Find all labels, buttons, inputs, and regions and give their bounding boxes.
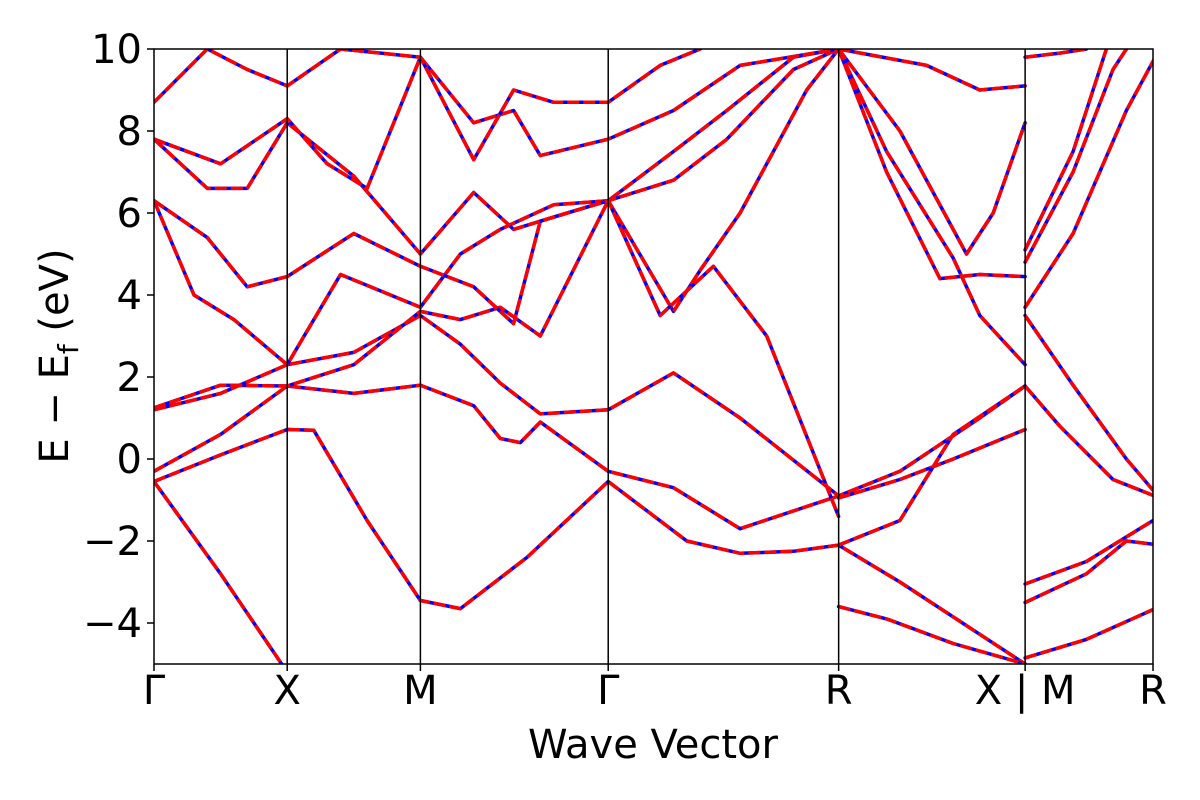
y-tick-label: 4	[117, 273, 142, 319]
band-7-reference-line	[154, 198, 841, 519]
x-axis-label: Wave Vector	[528, 722, 779, 768]
y-axis-ticks: −4 −2 0 2 4 6 8 10	[83, 27, 154, 647]
band-25-fit-line	[1023, 49, 1109, 251]
high-symmetry-lines	[286, 49, 1026, 664]
band-lines	[154, 49, 1153, 664]
y-axis-label: E − Ef (eV)	[32, 248, 85, 463]
band-10-fit-line	[154, 49, 701, 162]
band-24-fit-line	[1023, 49, 1128, 264]
x-tick-label: X	[273, 668, 300, 714]
band-13-fit-line	[837, 384, 1027, 547]
band-21-reference-line	[1023, 384, 1153, 498]
band-19-fit-line	[1024, 539, 1153, 605]
band-25-reference-line	[1023, 49, 1109, 252]
band-8-reference-line	[154, 49, 841, 256]
band-2-reference-line	[154, 427, 1027, 664]
x-axis-ticks: Γ X M Γ R X | M R	[143, 664, 1167, 714]
x-tick-label: R	[1139, 668, 1167, 714]
y-tick-label: 8	[117, 109, 142, 155]
band-1-fit-line	[154, 480, 284, 664]
y-tick-label: −2	[83, 519, 142, 565]
x-tick-label: X | M	[975, 668, 1076, 714]
band-7-fit-line	[154, 198, 841, 518]
y-axis-label-main: E − E	[32, 354, 78, 464]
band-20-fit-line	[1024, 518, 1153, 586]
band-11-fit-line	[838, 604, 1026, 664]
band-14-reference-line	[836, 49, 1027, 281]
x-tick-label: Γ	[597, 668, 620, 714]
band-26-fit-line	[1024, 49, 1087, 59]
band-22-fit-line	[1023, 314, 1153, 493]
band-20-reference-line	[1023, 518, 1153, 586]
band-4-fit-line	[154, 313, 840, 498]
band-4-reference-line	[154, 313, 841, 498]
band-3-fit-line	[154, 383, 1027, 531]
band-6-fit-line	[154, 49, 839, 367]
x-tick-label: M	[403, 668, 438, 714]
y-tick-label: −4	[83, 601, 142, 647]
y-tick-label: 0	[117, 437, 142, 483]
band-15-fit-line	[837, 49, 1027, 366]
band-16-fit-line	[837, 49, 1027, 256]
plot-frame	[153, 48, 1154, 665]
y-axis-label-subscript: f	[52, 343, 85, 354]
x-tick-label: R	[825, 668, 853, 714]
y-tick-label: 10	[91, 27, 142, 73]
band-14-fit-line	[836, 49, 1026, 281]
band-17-fit-line	[838, 49, 1026, 92]
x-tick-label: Γ	[143, 668, 166, 714]
y-axis-label-unit: (eV)	[32, 248, 78, 344]
y-tick-label: 2	[117, 355, 142, 401]
band-18-fit-line	[1024, 607, 1153, 660]
band-12-fit-line	[838, 427, 1026, 500]
band-8-fit-line	[154, 49, 840, 256]
band-5-fit-line	[154, 49, 840, 410]
band-6-reference-line	[154, 49, 841, 367]
band-23-fit-line	[1023, 57, 1153, 309]
y-tick-label: 6	[117, 191, 142, 237]
band-21-fit-line	[1023, 384, 1153, 498]
band-2-fit-line	[154, 427, 1027, 664]
